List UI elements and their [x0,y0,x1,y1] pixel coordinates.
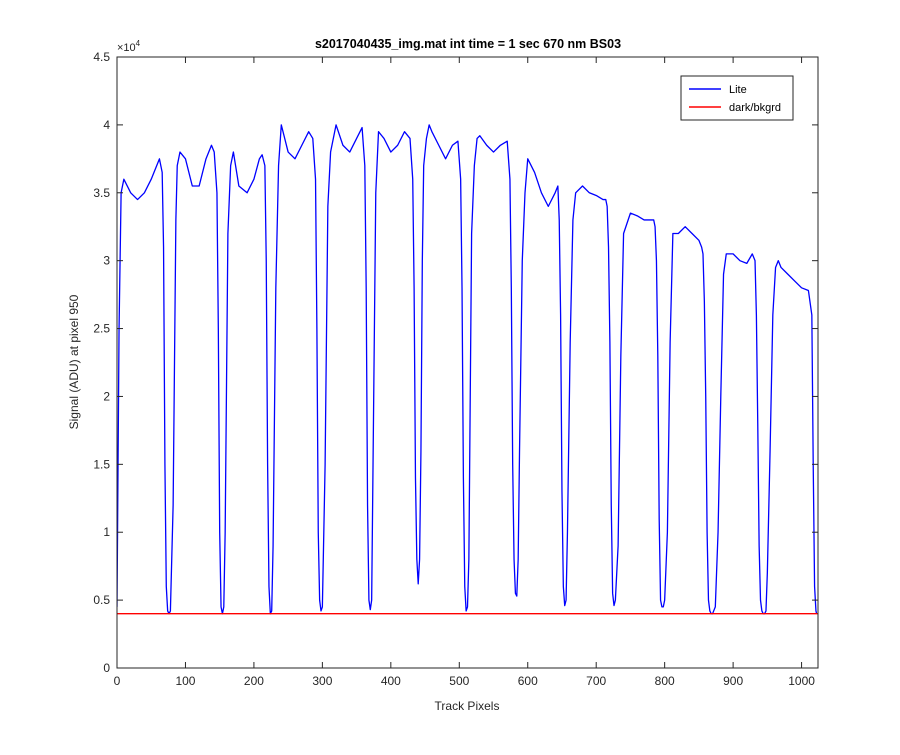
y-tick-label: 0 [103,661,110,675]
y-tick-label: 2 [103,389,110,403]
legend-box [680,75,794,121]
y-tick-label: 1 [103,525,110,539]
series-line-lite [117,124,818,615]
y-tick-label: 0.5 [93,593,110,607]
x-tick-label: 500 [449,674,469,688]
x-tick-label: 0 [114,674,121,688]
y-axis-label: Signal (ADU) at pixel 950 [67,294,81,429]
x-axis: 0 100 200 300 400 500 600 700 800 900 1000 [114,57,815,688]
x-tick-label: 600 [518,674,538,688]
x-tick-label: 100 [175,674,195,688]
legend: Lite dark/bkgrd [680,75,794,121]
series-layer [117,124,818,615]
x-tick-label: 700 [586,674,606,688]
x-tick-label: 900 [723,674,743,688]
x-axis-label: Track Pixels [435,699,500,713]
y-tick-label: 4 [103,118,110,132]
x-tick-label: 1000 [788,674,815,688]
x-tick-label: 300 [312,674,332,688]
y-exponent-label: ×104 [117,39,141,54]
y-tick-label: 4.5 [93,50,110,64]
x-tick-label: 800 [655,674,675,688]
y-tick-label: 2.5 [93,322,110,336]
legend-entry: Lite [729,84,747,96]
y-tick-label: 3 [103,254,110,268]
plot-area [117,57,818,668]
y-axis: 0 0.5 1 1.5 2 2.5 3 3.5 4 4.5 [93,50,818,675]
y-tick-label: 3.5 [93,186,110,200]
legend-entry: dark/bkgrd [729,102,781,114]
x-tick-label: 200 [244,674,264,688]
x-tick-label: 400 [381,674,401,688]
chart-title: s2017040435_img.mat int time = 1 sec 670… [315,37,621,51]
axes-box [116,56,819,669]
y-tick-label: 1.5 [93,457,110,471]
